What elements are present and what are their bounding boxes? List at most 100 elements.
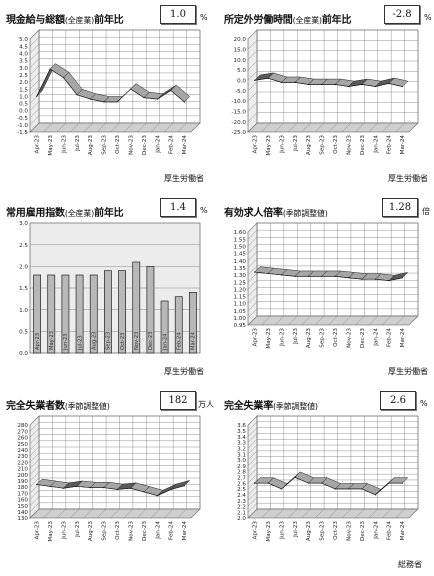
grid-line — [247, 444, 258, 455]
data-point — [156, 495, 159, 497]
plot-area: 2802702602502402302202102001901801701601… — [17, 415, 201, 542]
grid-line — [29, 422, 40, 432]
x-tick-label: Jun-23 — [61, 521, 67, 540]
x-tick-label: Dec-23 — [142, 135, 148, 155]
chart-employment-index: 3.0 2.5 2.0 1.5 1.0 0.5 0.0 Apr-23 May-23 Jun-23 J… — [19, 221, 201, 357]
grid-line — [29, 29, 40, 40]
y-tick-label: 140 — [17, 510, 28, 516]
x-tick-label: Oct-23 — [333, 135, 339, 154]
bar — [89, 274, 98, 354]
x-tick-label: Jan-24 — [373, 135, 379, 154]
data-point — [294, 476, 296, 478]
y-tick-label: 2.0 — [237, 516, 246, 522]
y-tick-label: 3.5 — [237, 429, 246, 435]
grid-line — [247, 456, 258, 466]
x-tick-label: Mar-24 — [400, 328, 406, 348]
grid-line — [29, 484, 40, 494]
x-tick-label: Oct-23 — [115, 521, 121, 540]
data-point — [267, 272, 269, 275]
x-tick-label: Feb-24 — [387, 135, 393, 154]
source-label: 厚生労働省 — [388, 367, 428, 376]
x-tick-label: Apr-23 — [253, 328, 259, 347]
x-tick-label: Nov-23 — [346, 135, 352, 155]
x-tick-label: Sep-23 — [320, 328, 326, 348]
grid-line — [274, 122, 284, 133]
y-tick-label: 0.0 — [237, 79, 246, 85]
grid-line — [96, 508, 107, 519]
panel-unemployed-persons: 完全失業者数(季節調整値) 182 万人 280 270 260 250 240 230 2… — [4, 388, 214, 576]
x-tick-label: Mar-24 — [182, 521, 188, 541]
grid-line — [328, 122, 338, 133]
grid-line — [408, 122, 419, 133]
bar — [160, 300, 169, 354]
y-tick-label: 0.95 — [234, 323, 247, 329]
data-point — [62, 487, 65, 489]
unit-label: % — [424, 13, 432, 22]
data-point — [254, 482, 256, 484]
grid-line — [247, 29, 258, 40]
y-tick-label: 160 — [17, 498, 28, 504]
grid-line — [408, 315, 419, 326]
grid-line — [247, 222, 258, 233]
data-point — [49, 485, 51, 487]
x-tick-label: Aug-23 — [306, 135, 312, 155]
grid-line — [382, 315, 392, 326]
grid-line — [70, 122, 80, 133]
unit-label: % — [420, 399, 428, 408]
grid-line — [29, 465, 40, 475]
bar — [146, 265, 155, 354]
grid-line — [96, 122, 107, 133]
grid-line — [341, 122, 352, 133]
y-tick-label: 250 — [17, 442, 28, 448]
grid-line — [247, 244, 258, 254]
grid-line — [190, 508, 201, 519]
y-tick-label: 20.0 — [234, 37, 247, 43]
grid-line — [247, 479, 258, 490]
grid-line — [247, 102, 258, 112]
grid-line — [328, 315, 338, 326]
x-tick-label: Jul-23 — [293, 521, 299, 538]
y-tick-label: 150 — [17, 504, 28, 510]
grid-line — [29, 508, 40, 519]
panel-title: 有効求人倍率(季節調整値) — [224, 208, 328, 219]
series-line — [254, 476, 403, 496]
data-point — [374, 494, 377, 496]
data-point — [348, 277, 350, 279]
side-wall — [247, 222, 258, 326]
y-tick-label: 0.0 — [19, 351, 28, 357]
y-tick-label: 3.6 — [237, 423, 246, 429]
data-point — [361, 488, 363, 490]
source-label: 総務省 — [398, 560, 422, 569]
latest-value-box: 182 — [160, 391, 196, 410]
x-tick-label: May-23 — [48, 521, 54, 542]
grid-line — [314, 122, 325, 133]
y-tick-label: 3.3 — [237, 441, 246, 447]
grid-line — [382, 122, 392, 133]
x-tick-label: Sep-23 — [320, 135, 326, 155]
y-tick-label: 1.20 — [234, 287, 247, 293]
grid-line — [247, 315, 258, 326]
grid-line — [29, 490, 40, 500]
grid-line — [247, 508, 258, 519]
data-point — [388, 82, 390, 85]
grid-line — [301, 508, 311, 519]
y-tick-label: -0.5 — [17, 116, 28, 122]
grid-line — [261, 122, 271, 133]
y-tick-label: 1.50 — [234, 245, 247, 251]
x-tick-label: Jan-24 — [155, 135, 161, 154]
y-tick-label: 1.15 — [234, 295, 247, 301]
x-tick-label: Feb-24 — [169, 135, 175, 154]
x-tick-label: Dec-23 — [360, 521, 366, 541]
data-point — [348, 488, 350, 490]
grid-line — [261, 315, 271, 326]
x-tick-label: Feb-24 — [387, 328, 393, 347]
data-point — [334, 275, 336, 277]
grid-line — [247, 230, 258, 240]
y-tick-label: 2.2 — [237, 505, 246, 511]
grid-line — [247, 485, 258, 495]
panel-title: 常用雇用指数(全産業)前年比 — [6, 208, 124, 219]
x-tick-label: Oct-23 — [120, 333, 126, 350]
grid-line — [247, 415, 258, 426]
x-tick-label: May-23 — [49, 331, 55, 350]
data-point — [254, 271, 256, 273]
